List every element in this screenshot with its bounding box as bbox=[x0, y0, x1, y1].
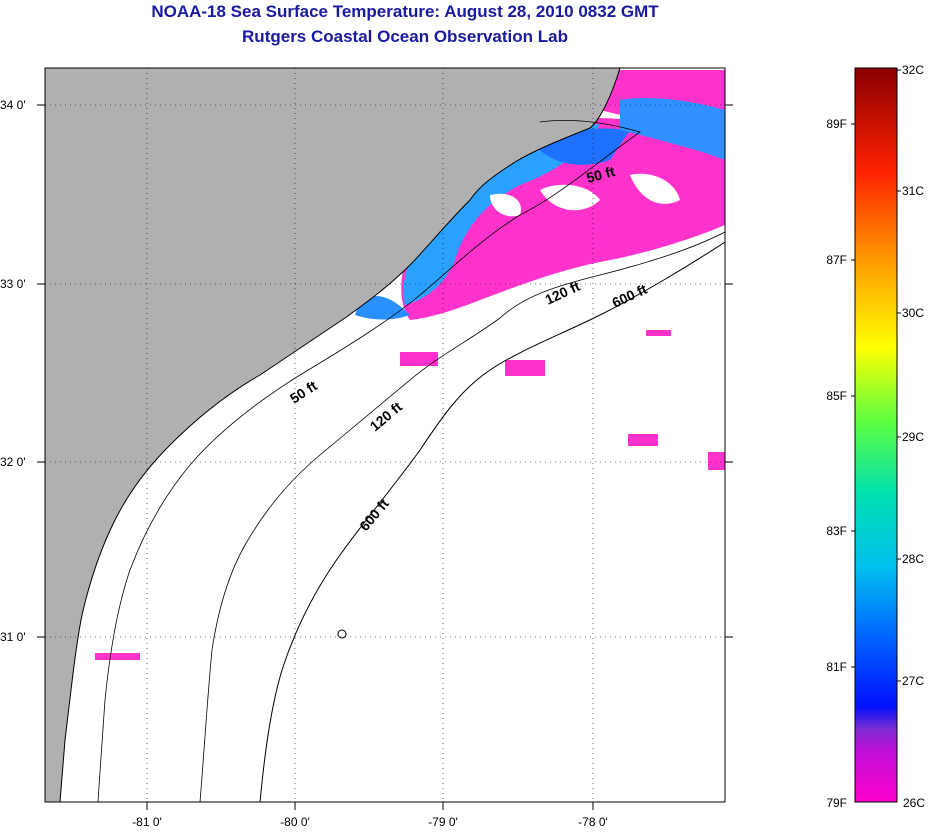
fahrenheit-label: 83F bbox=[826, 524, 847, 538]
lon-tick-label: -80 0' bbox=[280, 815, 310, 829]
graticule bbox=[45, 68, 725, 802]
contour-label: 50 ft bbox=[585, 163, 617, 186]
fahrenheit-label: 89F bbox=[826, 117, 847, 131]
contour-120ft bbox=[199, 231, 725, 802]
fahrenheit-label: 79F bbox=[826, 796, 847, 810]
celsius-label: 26C bbox=[903, 796, 925, 810]
celsius-label: 31C bbox=[902, 184, 924, 198]
fahrenheit-label: 81F bbox=[826, 660, 847, 674]
axis-ticks bbox=[37, 104, 733, 810]
celsius-label: 32C bbox=[902, 63, 924, 77]
land bbox=[45, 68, 620, 802]
lon-tick-label: -81 0' bbox=[132, 815, 162, 829]
lat-tick-label: 33 0' bbox=[0, 277, 26, 291]
celsius-label: 29C bbox=[902, 430, 924, 444]
celsius-label: 30C bbox=[902, 306, 924, 320]
fahrenheit-label: 85F bbox=[826, 389, 847, 403]
celsius-label: 28C bbox=[902, 552, 924, 566]
contour-50ft bbox=[97, 120, 641, 802]
fahrenheit-label: 87F bbox=[826, 253, 847, 267]
map-subtitle: Rutgers Coastal Ocean Observation Lab bbox=[242, 27, 568, 46]
lat-tick-label: 31 0' bbox=[0, 630, 26, 644]
map-title: NOAA-18 Sea Surface Temperature: August … bbox=[151, 2, 659, 21]
lon-tick-label: -78 0' bbox=[578, 815, 608, 829]
lat-tick-label: 32 0' bbox=[0, 455, 26, 469]
celsius-label: 27C bbox=[902, 674, 924, 688]
map-frame bbox=[44, 67, 726, 803]
contour-600ft bbox=[259, 241, 725, 802]
seamount-contour bbox=[337, 629, 347, 639]
lon-tick-label: -79 0' bbox=[428, 815, 458, 829]
lat-tick-label: 34 0' bbox=[0, 98, 26, 112]
colorbar-gradient bbox=[854, 67, 898, 803]
colorbar-ticks bbox=[851, 69, 901, 682]
coastline bbox=[59, 68, 621, 802]
